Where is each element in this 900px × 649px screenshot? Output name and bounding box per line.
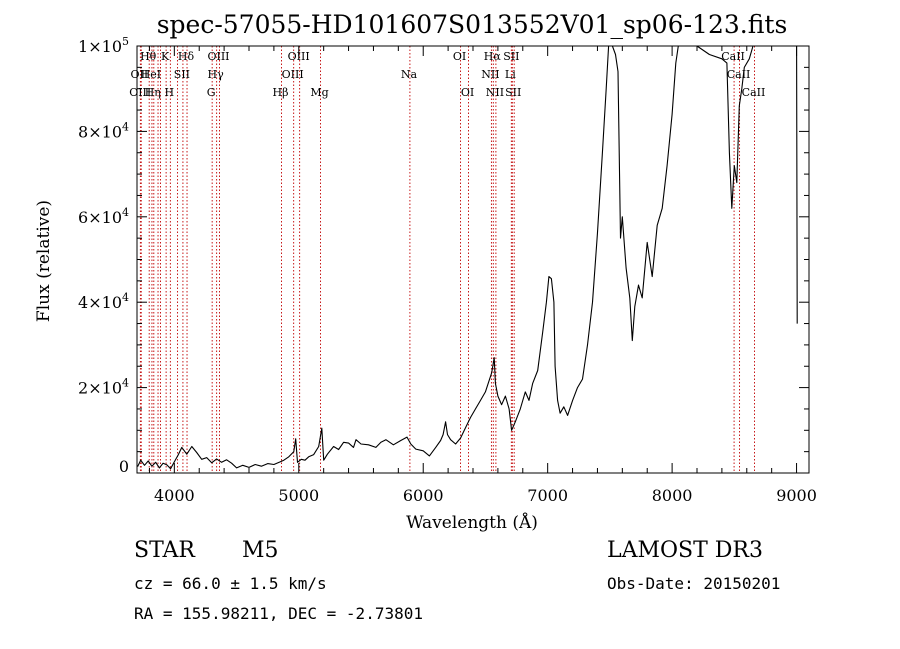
line-marker-label: K [161,50,170,63]
line-marker-label: Hβ [273,86,289,99]
subclass: M5 [242,538,279,563]
line-marker-label: NII [481,68,499,81]
line-marker-label: Li [505,68,516,81]
line-marker-label: OIII [282,68,304,81]
line-marker-label: H [165,86,175,99]
line-marker-label: OIII [207,50,229,63]
line-marker-label: SII [174,68,190,81]
line-marker-labels: OII OIII Hθ HeI Hη K H SII Hδ G Hγ OIII Hβ OIII OIII Mg… [129,50,765,99]
line-marker-label: HeI [141,68,161,81]
line-marker-label: Hθ [140,50,157,63]
line-marker-label: OI [453,50,466,63]
x-tick-label: 8000 [652,486,693,505]
line-marker-label: Hα [484,50,502,63]
line-marker-label: Mg [310,86,328,99]
y-tick-label: 2×104 [78,377,129,398]
line-markers [139,46,755,473]
y-axis-ticks: 0 2×104 4×104 6×104 8×104 1×105 [78,35,809,476]
x-axis-ticks: 4000 5000 6000 7000 8000 9000 [148,46,817,505]
line-marker-label: Hγ [208,68,225,81]
line-marker-label: Na [401,68,418,81]
x-tick-label: 9000 [776,486,817,505]
object-class: STAR [134,538,195,563]
line-marker-label: CaII [721,50,745,63]
x-tick-label: 7000 [527,486,568,505]
y-axis-label: Flux (relative) [34,200,54,322]
line-marker-label: SII [505,86,521,99]
line-marker-label: G [207,86,216,99]
line-marker-label: OI [461,86,474,99]
line-marker-label: OIII [129,86,151,99]
x-tick-label: 5000 [278,486,319,505]
line-marker-label: SII [503,50,519,63]
plot-frame [136,45,810,474]
line-marker-label: NII [486,86,504,99]
redshift-text: cz = 66.0 ± 1.5 km/s [134,574,327,593]
y-tick-label: 6×104 [78,206,129,227]
coords-text: RA = 155.98211, DEC = -2.73801 [134,604,423,623]
line-marker-label: Hδ [178,50,195,63]
line-marker-label: Hη [145,86,161,99]
y-tick-label: 4×104 [78,291,129,312]
y-tick-label: 0 [119,457,129,476]
spectrum-line [137,45,798,470]
line-marker-label: CaII [727,68,751,81]
x-axis-label: Wavelength (Å) [406,512,538,533]
line-marker-label: OIII [288,50,310,63]
y-tick-label: 1×105 [78,35,129,56]
y-tick-label: 8×104 [78,120,129,141]
x-tick-label: 6000 [403,486,444,505]
obs-date-text: Obs-Date: 20150201 [607,574,781,593]
chart-title: spec-57055-HD101607S013552V01_sp06-123.f… [157,10,788,39]
x-tick-label: 4000 [154,486,195,505]
survey-name: LAMOST DR3 [607,538,763,563]
line-marker-label: CaII [742,86,766,99]
line-marker-label: OII [131,68,149,81]
